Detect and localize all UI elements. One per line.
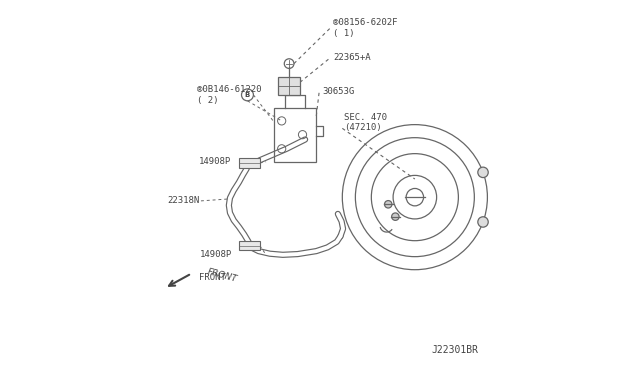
Text: SEC. 470
(47210): SEC. 470 (47210) — [344, 113, 387, 132]
Circle shape — [385, 201, 392, 208]
Text: 14908P: 14908P — [198, 157, 231, 166]
FancyBboxPatch shape — [239, 241, 260, 250]
Text: ®08156-6202F
( 1): ®08156-6202F ( 1) — [333, 18, 397, 38]
Text: J22301BR: J22301BR — [431, 345, 479, 355]
Circle shape — [478, 217, 488, 227]
Circle shape — [478, 167, 488, 177]
Circle shape — [392, 213, 399, 220]
Text: 22365+A: 22365+A — [333, 53, 371, 62]
FancyBboxPatch shape — [278, 77, 300, 95]
Text: 22318N: 22318N — [167, 196, 199, 205]
Text: B: B — [245, 92, 250, 98]
Text: FRONT: FRONT — [207, 268, 239, 284]
FancyBboxPatch shape — [239, 158, 260, 168]
Text: 30653G: 30653G — [322, 87, 354, 96]
Text: FRONT: FRONT — [199, 273, 226, 282]
Text: ®0B146-61220
( 2): ®0B146-61220 ( 2) — [197, 85, 262, 105]
Text: 14908P: 14908P — [200, 250, 232, 259]
